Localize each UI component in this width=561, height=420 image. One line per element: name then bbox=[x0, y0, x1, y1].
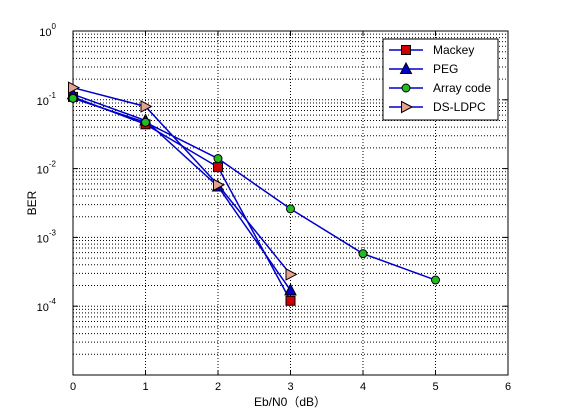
legend-marker bbox=[399, 61, 413, 74]
x-tick-label: 1 bbox=[142, 381, 148, 393]
x-tick-label: 6 bbox=[505, 381, 511, 393]
legend-label: Mackey bbox=[433, 43, 474, 57]
series-line bbox=[72, 86, 292, 275]
legend: Mackey PEG Array code DS-LDPC bbox=[382, 38, 499, 121]
axis-ticks: 0 1 2 3 4 5 6 100 10-1 10-2 10-3 10-4 bbox=[37, 22, 511, 393]
data-point bbox=[213, 162, 223, 173]
legend-item: Array code bbox=[389, 81, 491, 95]
legend-label: Array code bbox=[433, 81, 491, 95]
data-point bbox=[431, 275, 440, 285]
x-tick-label: 4 bbox=[360, 381, 366, 393]
legend-marker bbox=[401, 100, 414, 114]
data-point bbox=[285, 268, 298, 281]
series-line bbox=[72, 97, 436, 281]
legend-item: Mackey bbox=[389, 43, 474, 57]
y-tick-label: 10-3 bbox=[37, 228, 57, 245]
y-tick-label: 100 bbox=[39, 22, 56, 39]
data-point bbox=[286, 204, 295, 214]
y-tick-label: 10-1 bbox=[37, 91, 57, 108]
data-point bbox=[140, 100, 153, 113]
x-tick-label: 5 bbox=[432, 381, 438, 393]
data-point bbox=[68, 81, 81, 95]
data-point bbox=[213, 154, 223, 164]
data-point bbox=[68, 93, 78, 103]
x-tick-label: 3 bbox=[287, 381, 293, 393]
data-point bbox=[358, 249, 368, 259]
series-line bbox=[72, 93, 292, 291]
series-array-code bbox=[68, 93, 440, 285]
data-point bbox=[141, 117, 150, 127]
legend-label: PEG bbox=[433, 62, 458, 76]
x-tick-label: 2 bbox=[215, 381, 221, 393]
series-ds-ldpc bbox=[68, 81, 298, 281]
data-point bbox=[213, 178, 226, 192]
legend-item: PEG bbox=[389, 61, 458, 76]
legend-item: DS-LDPC bbox=[389, 100, 486, 114]
legend-label: DS-LDPC bbox=[433, 100, 486, 114]
y-tick-label: 10-4 bbox=[37, 297, 57, 314]
legend-marker bbox=[401, 45, 411, 55]
x-axis-label: Eb/N0（dB） bbox=[254, 395, 326, 409]
legend-marker bbox=[401, 83, 411, 93]
data-point bbox=[284, 283, 297, 296]
y-axis-label: BER bbox=[25, 190, 39, 215]
x-tick-label: 0 bbox=[70, 381, 76, 393]
series-lines bbox=[66, 81, 440, 306]
y-tick-label: 10-2 bbox=[37, 160, 57, 177]
data-point bbox=[285, 295, 296, 306]
